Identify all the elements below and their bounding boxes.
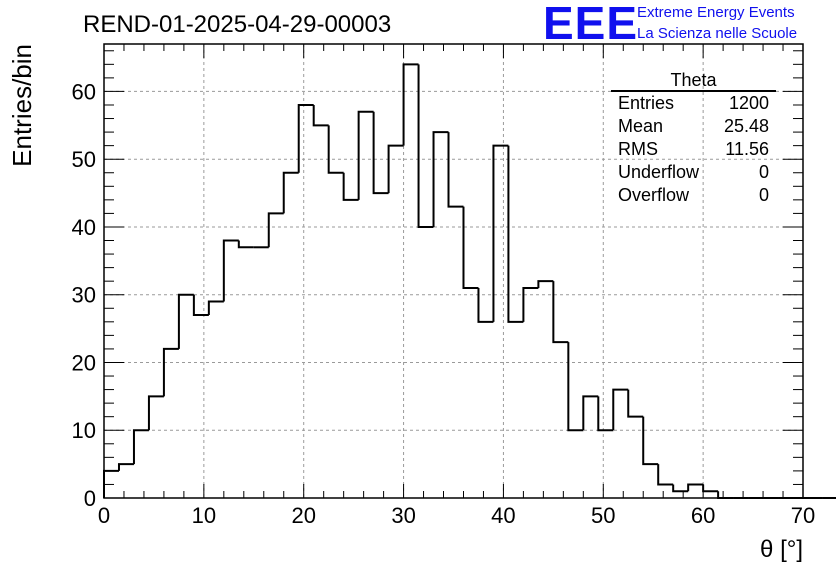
chart-title: REND-01-2025-04-29-00003 [83, 11, 392, 38]
stats-row-mean: Mean 25.48 [610, 115, 776, 138]
x-tick-label: 40 [491, 503, 515, 528]
histogram-bin [312, 104, 329, 127]
stats-value: 0 [758, 162, 769, 182]
y-tick-label: 10 [72, 418, 96, 443]
histogram-bars [103, 63, 836, 499]
tick-labels: 0 10 20 30 40 50 60 70 0 10 20 30 40 50 60 [72, 79, 816, 528]
histogram-bin [342, 172, 359, 201]
x-tick-label: 60 [691, 503, 715, 528]
y-tick-label: 20 [72, 350, 96, 375]
histogram-bin [387, 144, 404, 194]
histogram-bin [147, 395, 164, 431]
histogram-bin [207, 300, 224, 316]
histogram-bin [492, 144, 509, 322]
stats-label: Underflow [618, 162, 700, 182]
histogram-bin [192, 294, 209, 317]
x-tick-label: 20 [291, 503, 315, 528]
x-tick-label: 70 [791, 503, 815, 528]
grid [104, 44, 803, 498]
stats-label: Overflow [618, 185, 690, 205]
y-axis-label: Entries/bin [7, 44, 37, 167]
histogram-bin [717, 491, 734, 499]
histogram-bin [162, 347, 179, 397]
histogram-bin [567, 342, 584, 432]
y-tick-label: 40 [72, 215, 96, 240]
histogram-bin [297, 103, 314, 173]
histogram-bin [612, 388, 629, 431]
histogram-bin [672, 484, 689, 493]
histogram-bin [627, 389, 644, 418]
y-tick-label: 50 [72, 147, 96, 172]
eee-logo: EEE [543, 0, 639, 49]
y-tick-label: 60 [72, 79, 96, 104]
stats-row-underflow: Underflow 0 [610, 161, 776, 184]
histogram-bin [582, 395, 599, 431]
histogram-bin [597, 396, 614, 432]
x-axis-label: θ [°] [760, 536, 803, 563]
histogram-bin [702, 484, 719, 493]
histogram-bin [552, 281, 569, 344]
histogram-bin [327, 125, 344, 174]
histogram-bin [402, 63, 419, 146]
axes [103, 43, 804, 499]
x-tick-label: 10 [192, 503, 216, 528]
histogram-bin [462, 206, 479, 289]
histogram-bin [507, 145, 524, 323]
y-tick-label: 0 [84, 486, 96, 511]
x-tick-label: 30 [391, 503, 415, 528]
stats-value: 0 [758, 185, 769, 205]
stats-box: Theta Entries 1200 Mean 25.48 RMS 11.56 … [610, 70, 776, 207]
x-tick-label: 50 [591, 503, 615, 528]
histogram-bin [477, 287, 494, 323]
stats-row-rms: RMS 11.56 [610, 138, 776, 161]
x-tick-label: 0 [98, 503, 110, 528]
histogram-bin [432, 131, 449, 227]
logo-line-1: Extreme Energy Events [637, 4, 795, 21]
stats-label: Mean [618, 116, 664, 136]
stats-value: 1200 [728, 93, 769, 113]
stats-label: RMS [618, 139, 658, 159]
y-tick-label: 30 [72, 283, 96, 308]
histogram-bin [357, 110, 374, 200]
plot-frame [103, 43, 804, 499]
histogram-bin [117, 463, 134, 471]
histogram-bin [282, 171, 299, 214]
histogram-bin [522, 286, 539, 322]
histogram-bin [372, 111, 389, 195]
histogram-bin [267, 212, 284, 248]
histogram-bin [447, 132, 464, 208]
histogram-bin [237, 240, 254, 249]
histogram-bin [687, 483, 704, 492]
histogram-bin [642, 416, 659, 466]
histogram-bin [417, 64, 434, 228]
histogram-bin [222, 239, 239, 302]
stats-row-overflow: Overflow 0 [610, 184, 776, 207]
logo-line-2: La Scienza nelle Scuole [637, 25, 798, 42]
stats-value: 25.48 [723, 116, 769, 136]
stats-label: Entries [618, 93, 675, 113]
stats-value: 11.56 [725, 139, 769, 159]
histogram-bin [177, 293, 194, 349]
histogram-bin [657, 464, 674, 486]
histogram-bin [537, 280, 554, 288]
stats-title: Theta [611, 70, 776, 92]
histogram-bin [132, 429, 149, 465]
stats-row-entries: Entries 1200 [610, 92, 776, 115]
